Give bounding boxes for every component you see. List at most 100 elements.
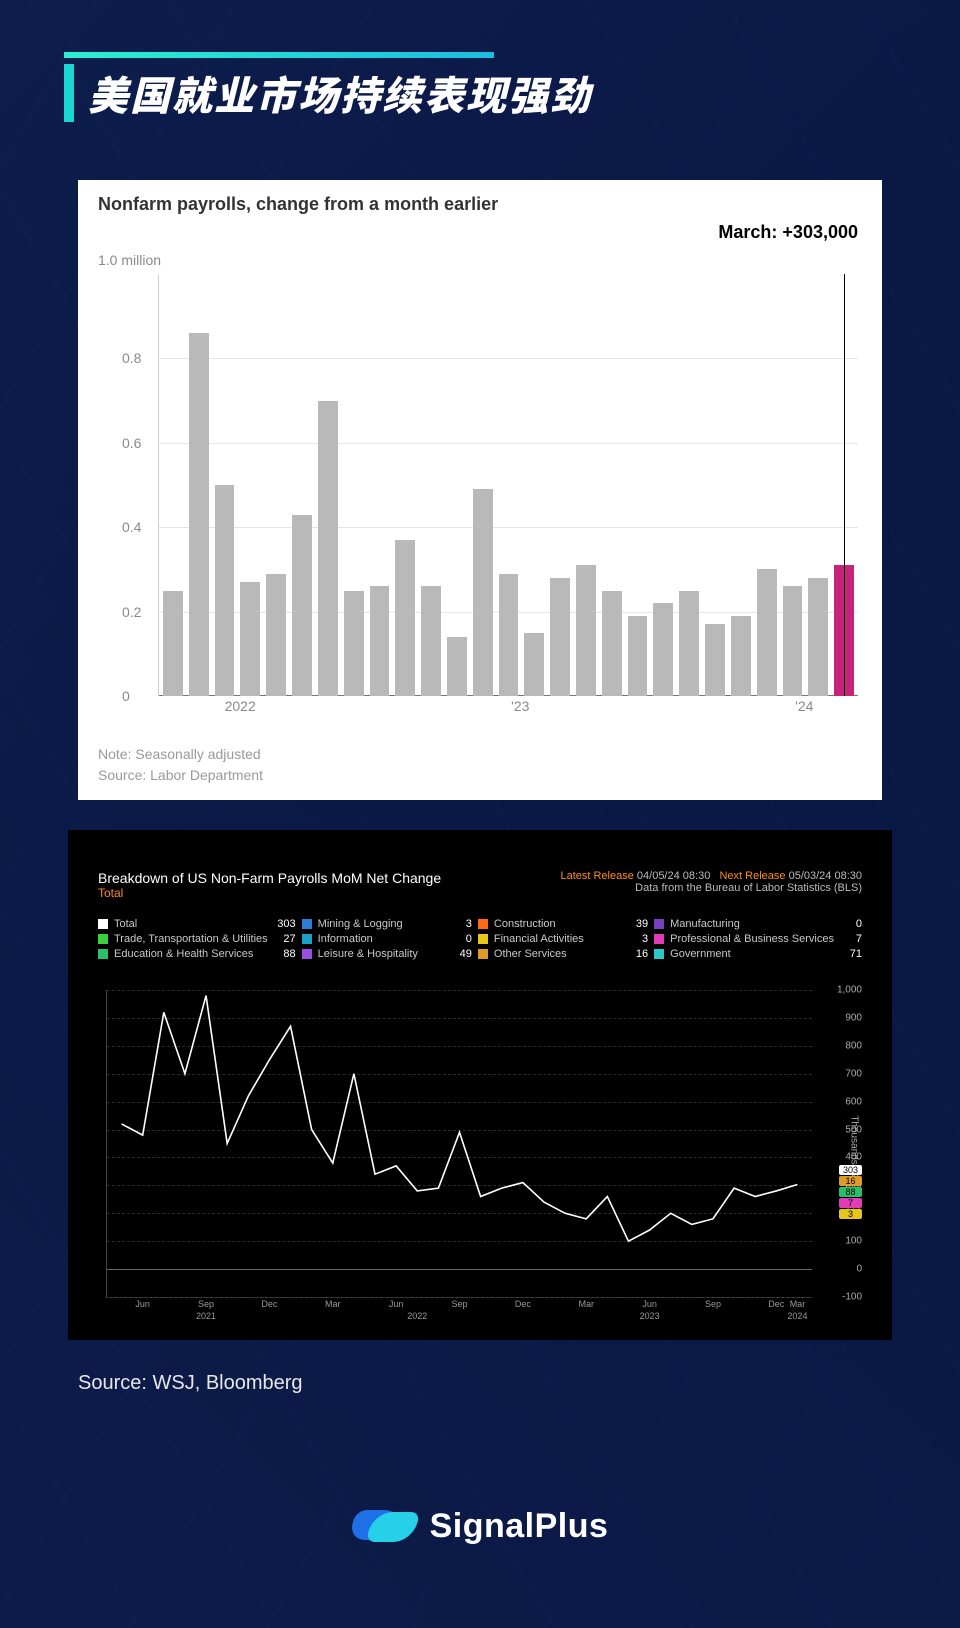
chart2-y-tick: 100	[845, 1236, 862, 1247]
chart2-x-year: 2022	[407, 1311, 427, 1321]
page-title: 美国就业市场持续表现强劲	[88, 64, 592, 122]
legend-value: 7	[840, 933, 862, 945]
legend-name: Mining & Logging	[318, 918, 444, 930]
chart1-bar	[524, 633, 544, 696]
chart2-last-value-chip: 7	[839, 1198, 862, 1208]
chart1-bar	[163, 591, 183, 697]
chart1-bar	[679, 591, 699, 697]
chart1-bar	[628, 616, 648, 696]
chart1-bar	[292, 515, 312, 696]
legend-item: Leisure & Hospitality49	[302, 948, 472, 960]
legend-item: Government71	[654, 948, 862, 960]
chart2-gridline	[107, 1269, 812, 1270]
chart2-y-tick: 900	[845, 1012, 862, 1023]
chart2-legend: Total 303 Mining & Logging 3 Construction 39 M…	[98, 918, 862, 960]
chart1-bar	[576, 565, 596, 696]
chart2-y-tick: 500	[845, 1124, 862, 1135]
chart1-callout: March: +303,000	[718, 222, 858, 243]
legend-item: Education & Health Services88	[98, 948, 296, 960]
chart2-last-value-chip: 303	[839, 1165, 862, 1175]
legend-name: Construction	[494, 918, 620, 930]
chart1-y-tick: 0.2	[122, 604, 141, 620]
chart2-y-tick: 400	[845, 1152, 862, 1163]
legend-swatch	[98, 949, 108, 959]
legend-swatch	[302, 919, 312, 929]
chart1-y-tick: 0	[122, 688, 130, 704]
chart2-x-tick: Dec	[515, 1299, 531, 1309]
title-accent-bar	[64, 52, 494, 58]
legend-swatch	[654, 934, 664, 944]
chart2-meta: Latest Release 04/05/24 08:30 Next Relea…	[560, 870, 862, 894]
legend-swatch	[98, 934, 108, 944]
chart1-footnote: Note: Seasonally adjusted Source: Labor …	[98, 744, 263, 786]
chart1-bar	[653, 603, 673, 696]
chart2-last-value-chip: 16	[839, 1176, 862, 1186]
chart1-plot: 2022'23'24	[158, 274, 858, 696]
legend-name: Information	[318, 933, 444, 945]
legend-value: 3	[450, 918, 472, 930]
chart1-x-tick: '24	[795, 698, 813, 714]
legend-item: Manufacturing0	[654, 918, 862, 930]
brand-footer: SignalPlus	[0, 1504, 960, 1548]
legend-item: Financial Activities 3	[478, 933, 648, 945]
legend-name: Education & Health Services	[114, 948, 268, 960]
legend-swatch	[478, 949, 488, 959]
chart1-bar	[808, 578, 828, 696]
chart2-plot-area: Thousands, SA -1000100200300400500600700…	[106, 990, 812, 1298]
chart1-bar	[370, 586, 390, 696]
chart2-latest-release-label: Latest Release	[560, 870, 633, 882]
chart1-bar	[731, 616, 751, 696]
legend-name: Professional & Business Services	[670, 933, 834, 945]
chart2-last-value-labels: 303168873	[839, 1165, 862, 1219]
chart2-x-tick: Jun	[135, 1299, 150, 1309]
chart2-y-tick: 600	[845, 1096, 862, 1107]
title-accent-block	[64, 64, 74, 122]
legend-swatch	[302, 934, 312, 944]
chart1-bar	[318, 401, 338, 696]
legend-value: 27	[274, 933, 296, 945]
chart1-plot-area: 1.0 million 00.20.40.60.8 2022'23'24	[98, 258, 858, 716]
chart1-bar	[189, 333, 209, 696]
chart1-note: Note: Seasonally adjusted	[98, 744, 263, 765]
chart2-y-tick: -100	[842, 1292, 862, 1303]
chart1-bar	[783, 586, 803, 696]
chart1-y-top-label: 1.0 million	[98, 252, 161, 268]
chart2-y-tick: 700	[845, 1068, 862, 1079]
legend-item: Other Services16	[478, 948, 648, 960]
chart1-bar	[421, 586, 441, 696]
chart2-y-tick: 1,000	[837, 985, 862, 996]
chart2-y-tick: 0	[856, 1264, 862, 1275]
legend-name: Trade, Transportation & Utilities	[114, 933, 268, 945]
legend-item: Mining & Logging 3	[302, 918, 472, 930]
chart2-x-tick: Mar	[790, 1299, 806, 1309]
chart1-bar	[705, 624, 725, 696]
legend-name: Total	[114, 918, 268, 930]
chart2-x-tick: Jun	[389, 1299, 404, 1309]
chart1-bar	[266, 574, 286, 696]
chart1-title: Nonfarm payrolls, change from a month ea…	[98, 194, 862, 215]
nonfarm-payrolls-chart-panel: Nonfarm payrolls, change from a month ea…	[78, 180, 882, 800]
chart1-bar	[602, 591, 622, 697]
legend-name: Manufacturing	[670, 918, 834, 930]
legend-value: 39	[626, 918, 648, 930]
chart2-last-value-chip: 88	[839, 1187, 862, 1197]
legend-item: Total 303	[98, 918, 296, 930]
chart1-bar	[215, 485, 235, 696]
legend-value: 303	[274, 918, 296, 930]
chart2-x-tick: Mar	[325, 1299, 341, 1309]
chart1-bar	[344, 591, 364, 697]
legend-value: 49	[450, 948, 472, 960]
legend-value: 16	[626, 948, 648, 960]
chart1-y-tick: 0.4	[122, 519, 141, 535]
chart1-bar	[757, 569, 777, 696]
chart2-data-source: Data from the Bureau of Labor Statistics…	[560, 882, 862, 894]
chart2-next-release-value: 05/03/24 08:30	[789, 870, 862, 882]
page-header: 美国就业市场持续表现强劲	[64, 52, 896, 122]
legend-value: 71	[840, 948, 862, 960]
chart1-bar	[550, 578, 570, 696]
legend-value: 3	[626, 933, 648, 945]
chart1-bar-highlight	[834, 565, 854, 696]
legend-name: Financial Activities	[494, 933, 620, 945]
breakdown-chart-panel: Breakdown of US Non-Farm Payrolls MoM Ne…	[68, 830, 892, 1340]
chart2-x-tick: Sep	[451, 1299, 467, 1309]
